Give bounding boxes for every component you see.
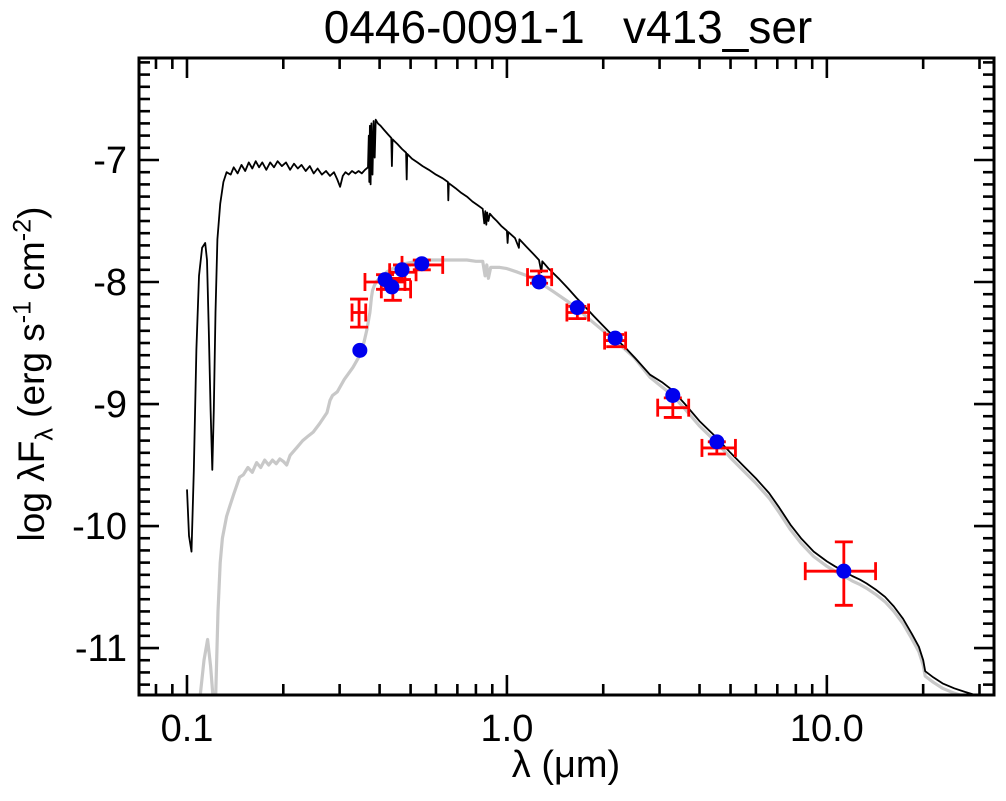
y-tick-label: -7 <box>93 140 127 182</box>
chart-title: 0446-0091-1 v413_ser <box>323 1 813 53</box>
data-point <box>665 387 681 403</box>
tick-labels: 0.1 1.0 10.0 -7 -8 -9 -10 -11 <box>72 140 864 750</box>
data-point <box>352 342 368 358</box>
y-tick-label: -9 <box>93 384 127 426</box>
data-point <box>414 256 430 272</box>
data-point <box>836 563 852 579</box>
label-part: μ <box>554 744 576 786</box>
y-tick-label: -11 <box>75 628 127 670</box>
axes-frame <box>137 56 996 697</box>
x-axis-label: λ (μm) <box>512 744 620 787</box>
x-tick-label: 10.0 <box>790 708 864 750</box>
label-part: -2 <box>8 218 37 242</box>
label-part: log λF <box>10 440 52 542</box>
x-tick-label: 0.1 <box>161 708 214 750</box>
label-part: cm <box>10 241 52 301</box>
y-tick-label: -8 <box>93 262 127 304</box>
data-point <box>709 434 725 450</box>
x-tick-label: 1.0 <box>481 708 534 750</box>
observed-photometry-errorbars <box>350 255 877 607</box>
plot-area <box>186 118 978 695</box>
label-part: -1 <box>8 300 37 324</box>
data-point <box>394 262 410 278</box>
unreddened-model-spectrum-curve <box>186 118 978 695</box>
data-point <box>569 300 585 316</box>
label-part: m) <box>575 744 621 786</box>
axis-ticks <box>139 58 994 695</box>
errorbar-point <box>350 297 369 329</box>
data-point <box>531 274 547 290</box>
label-part: λ <box>30 428 59 441</box>
y-tick-label: -10 <box>72 506 127 548</box>
label-part: (erg s <box>10 323 52 429</box>
label-part: ) <box>10 206 52 219</box>
data-point <box>384 279 400 295</box>
reddened-model-spectrum-curve <box>198 258 963 695</box>
synthetic-photometry-points <box>352 256 852 579</box>
label-part: λ ( <box>511 744 554 786</box>
data-point <box>607 330 623 346</box>
y-axis-label: log λFλ (erg s-1 cm-2) <box>9 207 60 542</box>
